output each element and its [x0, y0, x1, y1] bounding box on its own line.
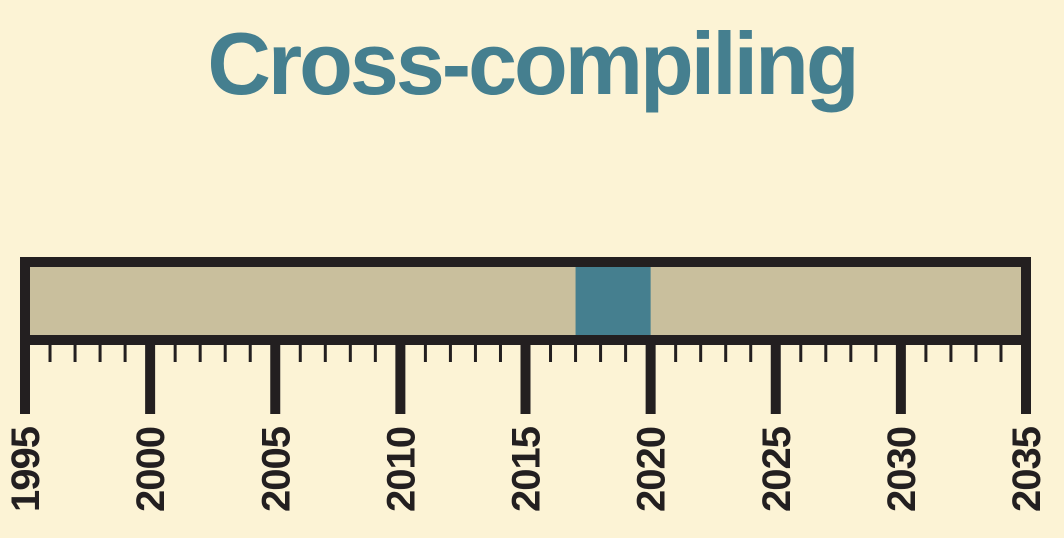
highlight-range	[575, 262, 651, 340]
year-labels: 1995 2000 2005 2010 2015 2020 2025 2030 2035	[4, 426, 1049, 512]
year-label: 2025	[755, 426, 799, 512]
year-label: 2030	[880, 427, 924, 512]
year-label: 2005	[254, 426, 298, 512]
tick-marks	[20, 340, 1031, 414]
page-title: Cross-compiling	[207, 14, 859, 113]
year-label: 1995	[4, 426, 48, 512]
year-label: 2015	[505, 426, 549, 512]
timeline-bar	[25, 262, 1026, 340]
year-label: 2020	[630, 427, 674, 512]
year-label: 2035	[1005, 426, 1049, 512]
year-label: 2000	[129, 427, 173, 512]
year-label: 2010	[379, 427, 423, 512]
